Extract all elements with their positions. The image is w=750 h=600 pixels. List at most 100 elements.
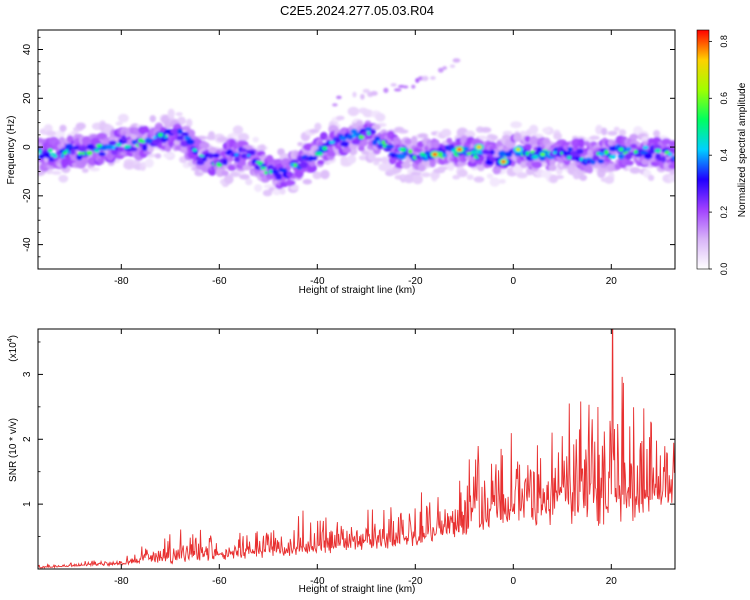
heatmap-cell-252 [403, 174, 415, 184]
heatmap-cell-149 [254, 184, 263, 193]
heatmap-cell-1387 [186, 138, 195, 145]
heatmap-cell-1478 [364, 127, 372, 131]
spectrogram-heatmap [38, 58, 675, 197]
heatmap-cell-276 [441, 128, 452, 138]
snr-y-ticks: 1 2 3 [22, 341, 675, 537]
heatmap-cell-249 [397, 129, 409, 134]
colorbar-tick-label-4: 0.8 [719, 35, 729, 48]
heatmap-cell-918 [390, 156, 397, 164]
heatmap-cell-1646 [661, 155, 667, 163]
heatmap-cell-1655 [336, 95, 342, 100]
heatmap-cell-274 [437, 166, 449, 171]
heatmap-cell-1392 [196, 160, 205, 166]
heatmap-cell-1428 [264, 170, 268, 175]
heatmap-cell-1405 [222, 158, 228, 166]
heatmap-cell-1698 [619, 148, 623, 151]
heatmap-cell-153 [258, 144, 266, 152]
heatmap-cell-1661 [383, 87, 389, 93]
heatmap-cell-1391 [195, 156, 203, 162]
heatmap-cell-1629 [625, 146, 632, 152]
heatmap-cell-613 [164, 123, 172, 129]
heatmap-cell-1656 [352, 91, 357, 98]
heatmap-cell-1431 [269, 169, 273, 175]
heatmap-cell-58 [118, 113, 129, 123]
heatmap-cell-1446 [299, 161, 308, 169]
heatmap-cell-16 [59, 124, 67, 132]
heatmap-cell-895 [371, 123, 381, 131]
heatmap-cell-1352 [121, 135, 127, 142]
heatmap-cell-642 [186, 129, 196, 138]
heatmap-cell-1689 [501, 160, 506, 164]
heatmap-cell-1666 [411, 84, 416, 89]
heatmap-cell-102 [186, 118, 193, 128]
spectrogram-y-ticks: -40 -20 0 20 40 [22, 36, 675, 258]
heatmap-cell-1638 [642, 145, 649, 150]
figure-title: C2E5.2024.277.05.03.R04 [280, 3, 434, 18]
heatmap-cell-1184 [586, 165, 594, 174]
heatmap-cell-63 [123, 160, 136, 170]
heatmap-cell-431 [667, 174, 675, 183]
heatmap-cell-1399 [212, 153, 220, 158]
heatmap-cell-777 [285, 179, 296, 186]
heatmap-cell-1480 [366, 131, 371, 136]
heatmap-cell-1623 [617, 153, 625, 160]
heatmap-cell-17 [58, 174, 69, 183]
heatmap-cell-1060 [493, 167, 502, 175]
heatmap-cell-212 [347, 154, 357, 164]
heatmap-cell-1411 [234, 152, 239, 157]
heatmap-cell-384 [601, 127, 608, 136]
heatmap-cell-285 [452, 174, 461, 180]
heatmap-cell-167 [279, 187, 286, 195]
heatmap-cell-1338 [94, 149, 100, 153]
heatmap-cell-1673 [449, 64, 456, 68]
heatmap-cell-1653 [671, 155, 675, 161]
heatmap-cell-347 [542, 127, 552, 134]
heatmap-cell-223 [361, 150, 370, 155]
snr-y-tick-label-0: 1 [22, 501, 33, 507]
heatmap-cell-1382 [177, 128, 183, 135]
heatmap-cell-214 [349, 147, 358, 156]
heatmap-cell-877 [359, 139, 368, 147]
heatmap-cell-1654 [332, 103, 338, 107]
heatmap-cell-420 [653, 130, 661, 138]
snr-y-multiplier-close: ) [8, 335, 19, 338]
heatmap-cell-874 [358, 145, 365, 152]
snr-x-tick-label-5: 20 [606, 576, 618, 587]
heatmap-cell-1620 [611, 154, 617, 159]
snr-y-multiplier: (x104) [7, 335, 19, 362]
heatmap-cell-231 [373, 157, 384, 162]
heatmap-cell-659 [199, 141, 210, 150]
heatmap-cell-1317 [60, 153, 65, 159]
colorbar-tick-label-1: 0.2 [719, 206, 729, 219]
heatmap-cell-314 [498, 179, 506, 184]
heatmap-cell-288 [457, 169, 468, 178]
heatmap-cell-163 [272, 188, 282, 196]
spectrogram-y-tick-label-2: 0 [22, 144, 33, 150]
heatmap-cell-80 [154, 153, 162, 159]
heatmap-cell-305 [480, 126, 492, 133]
heatmap-cell-143 [245, 178, 253, 186]
spectrogram-panel: -80 -60 -40 -20 0 20 -40 -20 0 20 40 Height of st… [6, 29, 676, 296]
spectrogram-x-tick-label-0: -80 [114, 276, 129, 287]
heatmap-cell-1246 [629, 133, 638, 141]
heatmap-cell-1025 [467, 159, 479, 168]
heatmap-cell-1615 [604, 149, 609, 155]
heatmap-cell-256 [410, 171, 422, 176]
heatmap-cell-1628 [624, 152, 633, 160]
heatmap-cell-1695 [540, 153, 545, 156]
heatmap-cell-806 [307, 163, 317, 173]
heatmap-cell-1634 [634, 153, 643, 158]
heatmap-cell-1464 [334, 137, 342, 143]
heatmap-cell-1575 [532, 154, 539, 159]
heatmap-cell-328 [516, 172, 528, 179]
heatmap-cell-1238 [625, 160, 634, 166]
heatmap-cell-1471 [351, 139, 361, 145]
heatmap-cell-119 [208, 131, 215, 140]
heatmap-cell-263 [421, 172, 431, 178]
spectrogram-frame [37, 29, 676, 270]
colorbar: 0.0 0.2 0.4 0.6 0.8 Normalized spectral ampl… [696, 29, 748, 275]
heatmap-cell-1383 [176, 135, 184, 141]
heatmap-cell-1349 [117, 146, 124, 153]
heatmap-cell-1410 [234, 157, 240, 163]
heatmap-cell-294 [466, 174, 474, 180]
